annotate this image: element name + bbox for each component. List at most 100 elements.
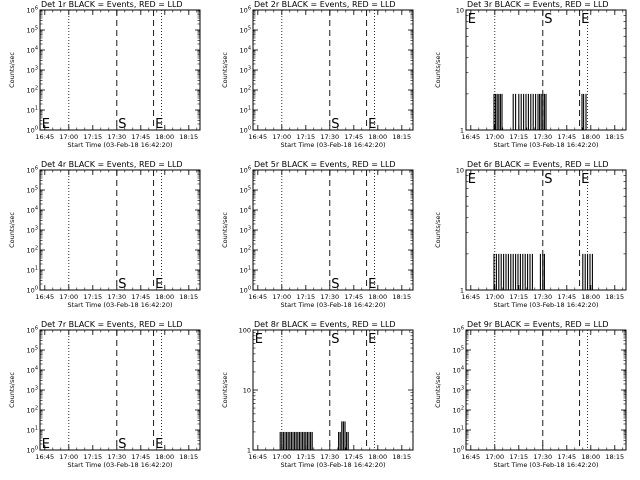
y-tick-label: 102 bbox=[27, 406, 38, 415]
x-tick-label: 17:30 bbox=[107, 133, 126, 141]
x-axis-label: Start Time (03-Feb-18 16:42:20) bbox=[494, 141, 599, 149]
x-tick-label: 16:45 bbox=[35, 453, 54, 461]
detector-panel-4: Det 4r BLACK = Events, RED = LLD 100 101 10… bbox=[8, 160, 201, 309]
detector-panel-7: Det 7r BLACK = Events, RED = LLD 100 101 10… bbox=[8, 320, 201, 469]
x-axis-label: Start Time (03-Feb-18 16:42:20) bbox=[281, 461, 386, 469]
y-tick-label: 106 bbox=[240, 166, 251, 175]
x-tick-label: 18:00 bbox=[581, 133, 600, 141]
y-tick-label: 100 bbox=[240, 286, 251, 295]
x-tick-label: 17:15 bbox=[83, 293, 102, 301]
panel-title: Det 2r BLACK = Events, RED = LLD bbox=[254, 0, 396, 9]
y-axis-label: Counts/sec bbox=[8, 372, 16, 408]
y-tick-label: 104 bbox=[27, 206, 38, 215]
y-tick-label: 106 bbox=[240, 6, 251, 15]
y-tick-label: 104 bbox=[240, 206, 251, 215]
x-tick-label: 17:30 bbox=[107, 453, 126, 461]
panel-title: Det 9r BLACK = Events, RED = LLD bbox=[467, 320, 609, 329]
x-tick-label: 17:45 bbox=[557, 293, 576, 301]
flare-marker-start: S bbox=[118, 117, 126, 132]
flare-marker-end: E bbox=[581, 12, 589, 27]
y-tick-label: 101 bbox=[453, 426, 464, 435]
y-tick-label: 101 bbox=[27, 426, 38, 435]
flare-marker-end: E bbox=[155, 437, 163, 452]
x-tick-label: 17:45 bbox=[131, 133, 150, 141]
y-tick-label: 100 bbox=[453, 446, 464, 455]
plot-frame bbox=[39, 329, 201, 451]
panel-title: Det 7r BLACK = Events, RED = LLD bbox=[41, 320, 183, 329]
panel-title: Det 4r BLACK = Events, RED = LLD bbox=[41, 160, 183, 169]
y-tick-label: 106 bbox=[27, 326, 38, 335]
x-tick-label: 17:15 bbox=[509, 453, 528, 461]
x-tick-label: 17:30 bbox=[107, 293, 126, 301]
x-axis-label: Start Time (03-Feb-18 16:42:20) bbox=[494, 301, 599, 309]
y-axis-label: Counts/sec bbox=[221, 212, 229, 248]
y-tick-label: 103 bbox=[240, 66, 251, 75]
y-axis-label: Counts/sec bbox=[221, 372, 229, 408]
x-axis-label: Start Time (03-Feb-18 16:42:20) bbox=[68, 461, 173, 469]
panel-title: Det 3r BLACK = Events, RED = LLD bbox=[467, 0, 609, 9]
x-tick-label: 16:45 bbox=[461, 293, 480, 301]
plot-frame bbox=[39, 9, 201, 131]
x-tick-label: 17:00 bbox=[59, 453, 78, 461]
y-tick-label: 106 bbox=[453, 326, 464, 335]
plot-frame bbox=[39, 169, 201, 291]
x-tick-label: 17:00 bbox=[485, 293, 504, 301]
x-tick-label: 17:00 bbox=[485, 453, 504, 461]
y-tick-label: 1 bbox=[247, 447, 251, 455]
y-tick-label: 102 bbox=[453, 406, 464, 415]
flare-marker-start: S bbox=[331, 332, 339, 347]
x-tick-label: 16:45 bbox=[461, 453, 480, 461]
x-axis-label: Start Time (03-Feb-18 16:42:20) bbox=[494, 461, 599, 469]
plot-frame bbox=[252, 9, 414, 131]
y-tick-label: 100 bbox=[27, 446, 38, 455]
y-tick-label: 106 bbox=[27, 166, 38, 175]
y-tick-label: 105 bbox=[453, 346, 464, 355]
y-tick-label: 101 bbox=[240, 106, 251, 115]
x-tick-label: 17:45 bbox=[344, 293, 363, 301]
y-tick-label: 104 bbox=[453, 366, 464, 375]
flare-marker-start: S bbox=[118, 277, 126, 292]
y-tick-label: 105 bbox=[27, 186, 38, 195]
x-tick-label: 17:00 bbox=[485, 133, 504, 141]
x-tick-label: 17:15 bbox=[296, 133, 315, 141]
flare-marker-end: E bbox=[368, 117, 376, 132]
detector-panel-5: Det 5r BLACK = Events, RED = LLD 100 101 10… bbox=[221, 160, 414, 309]
detector-panel-1: Det 1r BLACK = Events, RED = LLD 100 101 10… bbox=[8, 0, 201, 149]
flare-marker-end: E bbox=[368, 332, 376, 347]
y-tick-label: 102 bbox=[27, 86, 38, 95]
y-tick-label: 103 bbox=[453, 386, 464, 395]
flare-marker-start: S bbox=[544, 12, 552, 27]
x-tick-label: 17:30 bbox=[320, 133, 339, 141]
flare-marker-end: E bbox=[155, 277, 163, 292]
flare-marker-end: E bbox=[42, 437, 50, 452]
flare-marker-end: E bbox=[42, 117, 50, 132]
x-tick-label: 18:00 bbox=[155, 453, 174, 461]
panel-title: Det 5r BLACK = Events, RED = LLD bbox=[254, 160, 396, 169]
x-tick-label: 18:15 bbox=[179, 293, 198, 301]
y-axis-label: Counts/sec bbox=[434, 212, 442, 248]
y-tick-label: 103 bbox=[27, 386, 38, 395]
x-tick-label: 17:15 bbox=[509, 133, 528, 141]
x-tick-label: 17:45 bbox=[131, 293, 150, 301]
flare-marker-start: S bbox=[544, 172, 552, 187]
x-tick-label: 17:30 bbox=[320, 453, 339, 461]
x-tick-label: 16:45 bbox=[248, 133, 267, 141]
detector-panel-8: Det 8r BLACK = Events, RED = LLD 1 10 100 16… bbox=[221, 320, 414, 469]
y-tick-label: 106 bbox=[27, 6, 38, 15]
y-tick-label: 104 bbox=[27, 46, 38, 55]
x-tick-label: 18:15 bbox=[605, 133, 624, 141]
x-tick-label: 17:45 bbox=[557, 453, 576, 461]
x-tick-label: 18:00 bbox=[581, 453, 600, 461]
y-tick-label: 103 bbox=[27, 66, 38, 75]
y-axis-label: Counts/sec bbox=[8, 212, 16, 248]
flare-marker-end: E bbox=[255, 332, 263, 347]
x-tick-label: 16:45 bbox=[248, 453, 267, 461]
detector-panel-9: Det 9r BLACK = Events, RED = LLD 100 101 10… bbox=[434, 320, 627, 469]
flare-marker-start: S bbox=[331, 277, 339, 292]
x-tick-label: 17:00 bbox=[59, 293, 78, 301]
y-tick-label: 103 bbox=[240, 226, 251, 235]
detector-panel-3: Det 3r BLACK = Events, RED = LLD 1 10 16:45… bbox=[434, 0, 627, 149]
x-tick-label: 18:00 bbox=[581, 293, 600, 301]
flare-marker-start: S bbox=[118, 437, 126, 452]
plot-frame bbox=[465, 169, 627, 291]
